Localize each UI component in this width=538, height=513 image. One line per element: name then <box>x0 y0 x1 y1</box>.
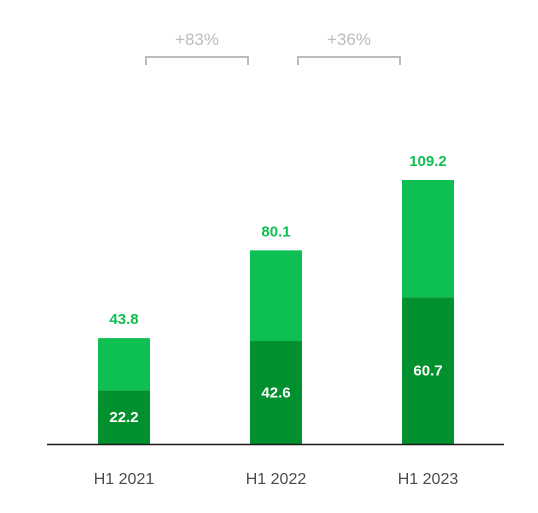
bar-total-label: 109.2 <box>409 153 447 170</box>
bar-inner-label: 60.7 <box>413 363 442 380</box>
x-tick-label: H1 2023 <box>398 471 459 488</box>
bar-total-label: 43.8 <box>109 311 138 328</box>
growth-label: +36% <box>327 30 371 49</box>
growth-bracket <box>297 56 401 65</box>
x-tick-label: H1 2022 <box>246 471 307 488</box>
x-tick-label: H1 2021 <box>94 471 155 488</box>
bar-segment-lower-h1-2021 <box>98 390 150 444</box>
bar-segment-upper-h1-2022 <box>250 250 302 342</box>
bar-segment-lower-h1-2023 <box>402 297 454 444</box>
growth-label: +83% <box>175 30 219 49</box>
bar-inner-label: 42.6 <box>261 385 290 402</box>
bar-total-label: 80.1 <box>261 223 290 240</box>
bar-segment-lower-h1-2022 <box>250 341 302 444</box>
bar-segment-upper-h1-2023 <box>402 180 454 298</box>
bar-segment-upper-h1-2021 <box>98 338 150 391</box>
bar-inner-label: 22.2 <box>109 409 138 426</box>
growth-bracket <box>145 56 249 65</box>
